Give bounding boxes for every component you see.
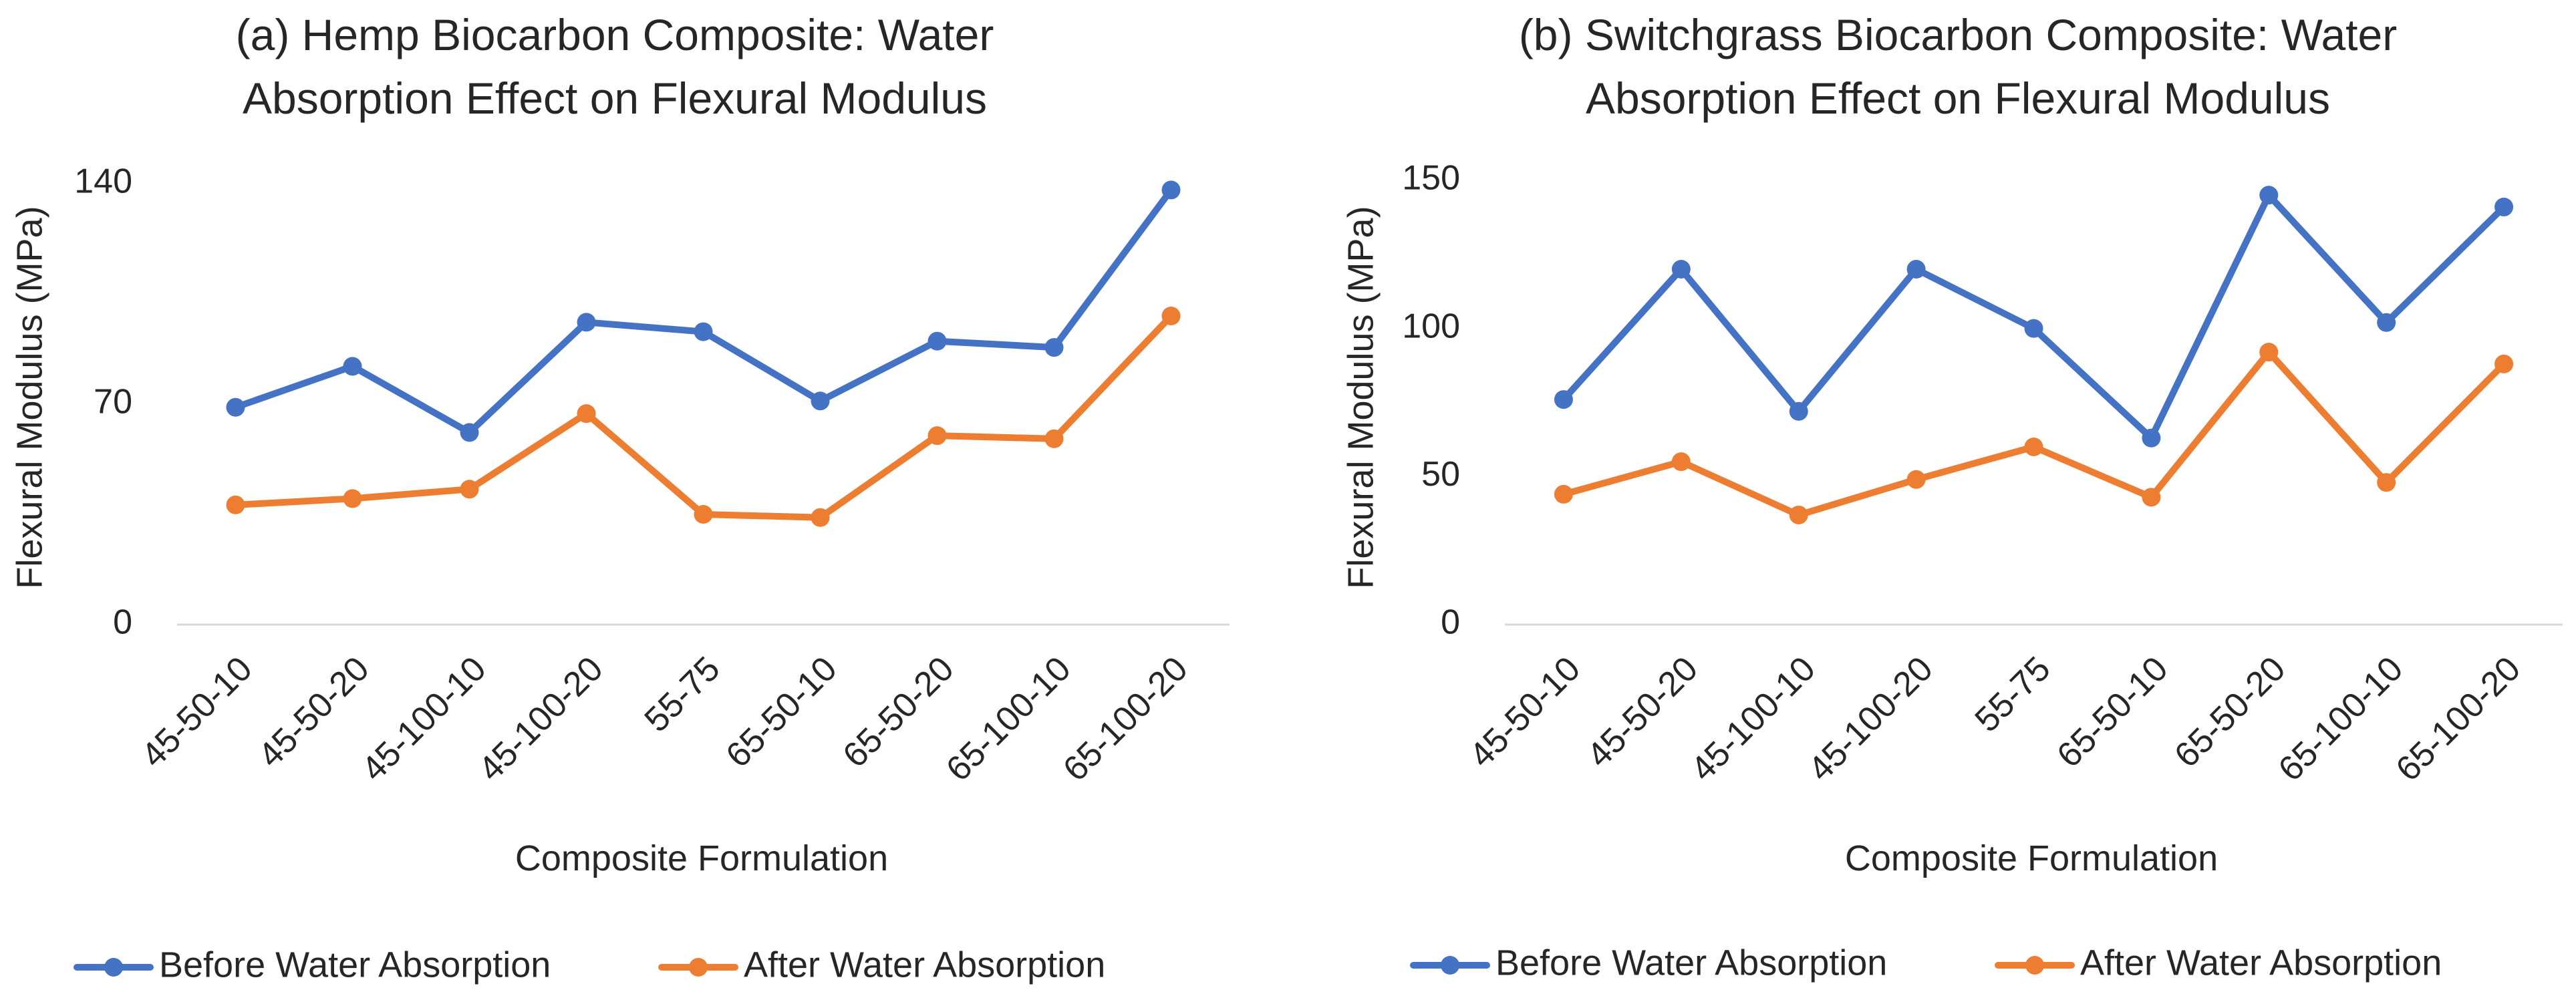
data-point — [1044, 429, 1064, 448]
chart-title-line: (b) Switchgrass Biocarbon Composite: Wat… — [1519, 10, 2397, 59]
y-axis-title: Flexural Modulus (MPa) — [9, 206, 49, 589]
data-point — [1554, 484, 1573, 504]
y-tick-label: 0 — [1441, 603, 1460, 642]
y-tick-label: 50 — [1421, 455, 1460, 494]
data-point — [1789, 401, 1808, 421]
chart-title-line: (a) Hemp Biocarbon Composite: Water — [236, 10, 994, 59]
data-point — [2024, 438, 2043, 456]
chart-title-line: Absorption Effect on Flexural Modulus — [243, 73, 987, 123]
data-point — [1906, 470, 1926, 489]
data-point — [2142, 428, 2161, 448]
x-tick-label: 45-50-10 — [134, 649, 259, 775]
x-tick-label: 45-100-10 — [354, 649, 494, 789]
x-tick-label: 45-50-20 — [1580, 649, 1705, 775]
chart-title: (b) Switchgrass Biocarbon Composite: Wat… — [1519, 10, 2397, 123]
chart-title-line: Absorption Effect on Flexural Modulus — [1586, 73, 2330, 123]
y-axis-title: Flexural Modulus (MPa) — [1340, 206, 1381, 589]
chart-b: (b) Switchgrass Biocarbon Composite: Wat… — [1340, 10, 2563, 983]
data-point — [226, 495, 245, 514]
data-point — [694, 322, 713, 341]
data-point — [2142, 488, 2161, 507]
data-point — [1789, 505, 1808, 524]
x-tick-label: 65-100-10 — [2271, 649, 2411, 789]
data-point — [2024, 319, 2043, 338]
data-point — [2494, 354, 2514, 373]
y-tick-label: 100 — [1402, 307, 1460, 345]
legend-label: After Water Absorption — [744, 945, 1105, 985]
data-point — [1161, 307, 1181, 325]
data-point — [1906, 260, 1926, 279]
legend: Before Water Absorption After Water Absor… — [74, 945, 1105, 985]
series-line — [1560, 192, 2508, 442]
data-point — [694, 505, 713, 524]
series-before — [1554, 186, 2514, 448]
data-point — [2377, 473, 2396, 492]
series-before — [226, 180, 1181, 442]
legend-item: Before Water Absorption — [74, 945, 551, 985]
series-line — [1560, 349, 2508, 518]
data-point — [460, 423, 479, 442]
y-tick-label: 140 — [74, 162, 132, 201]
x-tick-label: 65-100-10 — [939, 649, 1079, 789]
chart-a: (a) Hemp Biocarbon Composite: Water Absor… — [9, 10, 1230, 985]
legend-label: After Water Absorption — [2080, 943, 2442, 983]
data-point — [460, 480, 479, 499]
data-point — [1161, 180, 1181, 200]
x-tick-label: 55-75 — [1968, 649, 2058, 739]
data-point — [927, 331, 947, 351]
legend-item: After Water Absorption — [658, 945, 1105, 985]
x-tick-label: 65-50-20 — [2167, 649, 2293, 775]
data-point — [1554, 390, 1573, 409]
x-tick-label: 65-50-10 — [718, 649, 844, 775]
y-tick-label: 70 — [94, 383, 132, 422]
x-tick-label: 65-50-10 — [2049, 649, 2175, 775]
series-after — [226, 307, 1181, 527]
legend-label: Before Water Absorption — [159, 945, 551, 985]
x-tick-label: 65-100-20 — [2389, 649, 2529, 789]
series-line — [232, 186, 1175, 436]
legend-marker-swatch — [104, 958, 123, 977]
data-point — [1671, 452, 1691, 472]
x-tick-label: 55-75 — [637, 649, 728, 739]
x-tick-label: 65-100-20 — [1056, 649, 1195, 789]
series-after — [1554, 343, 2514, 524]
x-tick-label: 45-100-20 — [1801, 649, 1941, 789]
data-point — [2259, 343, 2279, 362]
y-tick-label: 150 — [1402, 159, 1460, 198]
data-point — [1671, 260, 1691, 279]
y-tick-label: 0 — [113, 603, 132, 642]
data-point — [2494, 197, 2514, 216]
chart-title: (a) Hemp Biocarbon Composite: Water Absor… — [236, 10, 994, 123]
data-point — [811, 391, 830, 411]
x-tick-label: 45-50-10 — [1462, 649, 1588, 775]
x-axis-title: Composite Formulation — [1845, 838, 2218, 878]
legend-item: After Water Absorption — [1995, 943, 2442, 983]
data-point — [2377, 313, 2396, 332]
legend-item: Before Water Absorption — [1410, 943, 1887, 983]
x-tick-label: 45-100-10 — [1683, 649, 1823, 789]
legend: Before Water Absorption After Water Absor… — [1410, 943, 2442, 983]
x-tick-label: 65-50-20 — [835, 649, 961, 775]
data-point — [226, 397, 245, 417]
legend-marker-swatch — [1441, 956, 1459, 975]
data-point — [927, 426, 947, 446]
data-point — [343, 357, 362, 376]
data-point — [1044, 338, 1064, 357]
data-point — [811, 508, 830, 527]
x-tick-label: 45-50-20 — [251, 649, 376, 775]
data-point — [577, 404, 596, 424]
x-axis-title: Composite Formulation — [515, 838, 888, 878]
data-point — [2259, 186, 2279, 205]
x-tick-label: 45-100-20 — [471, 649, 611, 789]
data-point — [577, 313, 596, 332]
legend-marker-swatch — [689, 958, 708, 977]
data-point — [343, 489, 362, 508]
legend-marker-swatch — [2025, 956, 2044, 975]
legend-label: Before Water Absorption — [1495, 943, 1887, 983]
